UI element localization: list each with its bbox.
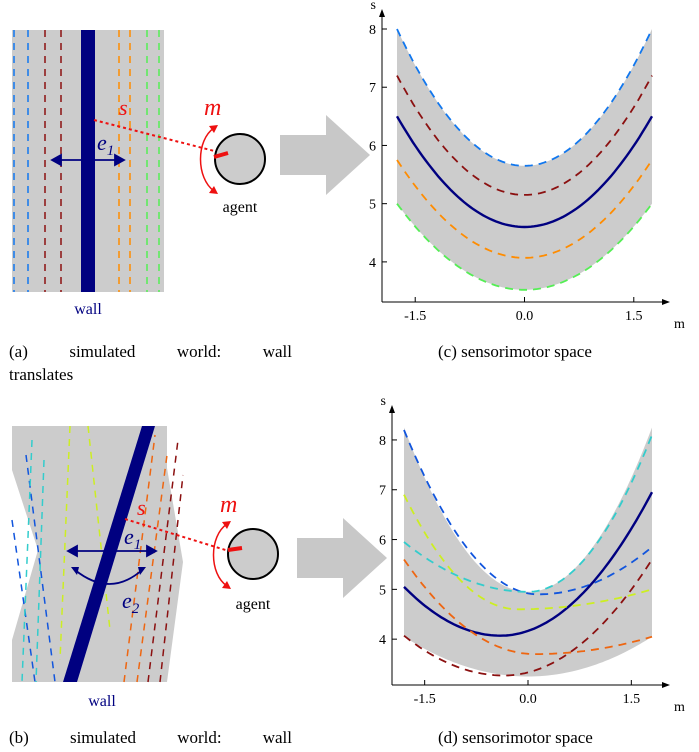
caption-a: (a) simulated world: wall xyxy=(9,342,292,361)
motor-rotation-arrow xyxy=(199,127,215,192)
series-line-6 xyxy=(403,559,653,677)
motion-label-e1: e1 xyxy=(124,524,141,553)
sensorimotor-region xyxy=(397,29,652,290)
sensorimotor-region xyxy=(404,427,652,677)
y-tick-label: 5 xyxy=(379,583,386,598)
motor-symbol: m xyxy=(204,95,221,121)
y-tick-label: 7 xyxy=(369,81,376,96)
wall-label: wall xyxy=(74,301,102,318)
x-tick-label: 0.0 xyxy=(519,692,537,707)
series-line-1 xyxy=(403,429,653,596)
motion-label-e2: e2 xyxy=(122,588,140,617)
sensor-ray xyxy=(124,518,233,553)
series-line-5 xyxy=(396,203,653,291)
agent xyxy=(214,133,266,185)
series-line-2 xyxy=(396,75,653,196)
agent-sensor xyxy=(227,546,243,552)
series-line-5 xyxy=(403,558,653,655)
y-tick-label: 8 xyxy=(379,434,386,449)
y-axis-label: s xyxy=(371,0,376,13)
x-axis-arrowhead xyxy=(662,299,670,305)
y-axis-arrowhead xyxy=(389,405,395,413)
caption-c: (c) sensorimotor space xyxy=(438,342,592,361)
wall-label: wall xyxy=(88,693,116,710)
y-axis-arrowhead xyxy=(379,9,385,17)
motion-label-e1: e1 xyxy=(97,130,114,159)
chart-c: 4 5 6 7 8 -1.5 0.0 1.5 m s xyxy=(369,0,685,330)
agent-label: agent xyxy=(236,596,271,613)
translation-arrow xyxy=(66,544,158,558)
y-tick-label: 7 xyxy=(379,484,386,499)
sensor-symbol: s xyxy=(119,95,128,120)
series-line-3 xyxy=(403,491,654,637)
caption-a-line2: translates xyxy=(9,365,74,384)
panel-a-illustration: e1 s m agent wall xyxy=(12,30,266,318)
panel-b-illustration: e1 e2 s m agent wall xyxy=(11,425,279,710)
mapping-arrow-b xyxy=(297,518,387,598)
rotation-arrow xyxy=(74,569,143,585)
x-tick-label: -1.5 xyxy=(404,309,426,324)
caption-d: (d) sensorimotor space xyxy=(438,728,593,747)
series-line-3 xyxy=(395,115,654,229)
wall xyxy=(81,30,95,292)
x-tick-label: 1.5 xyxy=(625,309,643,324)
translation-arrow xyxy=(50,153,126,167)
agent xyxy=(227,528,279,580)
x-axis-arrowhead xyxy=(662,682,670,688)
motor-rotation-arrow xyxy=(212,523,228,587)
chart-d: 4 5 6 7 8 -1.5 0.0 1.5 m s xyxy=(379,395,685,715)
y-tick-label: 5 xyxy=(369,198,376,213)
x-tick-label: 1.5 xyxy=(623,692,641,707)
motor-symbol: m xyxy=(220,492,237,518)
y-tick-label: 4 xyxy=(379,633,386,648)
series-line-1 xyxy=(396,28,653,167)
sensor-symbol: s xyxy=(137,495,146,520)
wall xyxy=(63,426,155,682)
y-tick-label: 6 xyxy=(379,534,386,549)
world-dashed-lines xyxy=(11,425,184,683)
world-background xyxy=(12,426,183,682)
y-tick-label: 6 xyxy=(369,139,376,154)
x-tick-label: -1.5 xyxy=(414,692,436,707)
x-axis-label: m xyxy=(674,700,685,715)
series-line-2 xyxy=(403,434,653,593)
x-tick-label: 0.0 xyxy=(516,309,534,324)
agent-sensor xyxy=(213,151,229,159)
caption-b: (b) simulated world: wall xyxy=(9,728,292,747)
x-axis-label: m xyxy=(674,317,685,330)
mapping-arrow-a xyxy=(280,115,370,195)
y-tick-label: 4 xyxy=(369,256,376,271)
sensor-ray xyxy=(93,119,223,154)
y-tick-label: 8 xyxy=(369,23,376,38)
y-axis-label: s xyxy=(381,395,386,409)
agent-label: agent xyxy=(223,199,258,216)
